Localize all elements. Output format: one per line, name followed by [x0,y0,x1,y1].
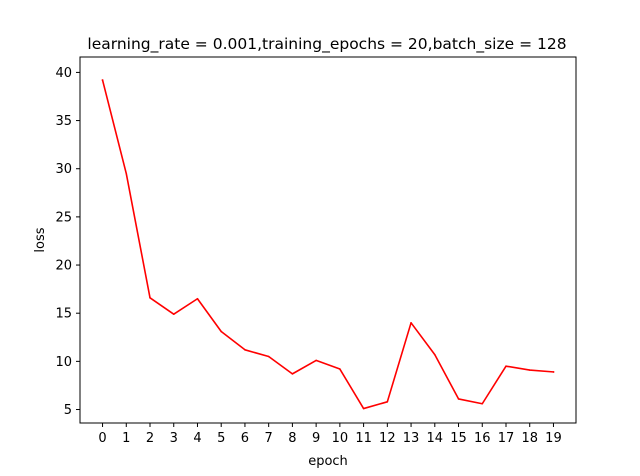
x-tick-label: 10 [332,431,349,446]
x-tick-label: 13 [403,431,420,446]
x-axis-ticks: 0 1 2 3 4 5 6 7 8 9 10 11 12 13 14 15 16 17 18 19 [98,423,562,446]
x-tick-label: 7 [265,431,273,446]
loss-data-point [291,373,294,375]
x-tick-label: 3 [170,431,178,446]
loss-data-point [362,407,365,410]
x-tick-label: 1 [122,431,130,446]
loss-data-point [244,349,246,351]
loss-data-point [172,313,175,315]
loss-data-point [410,322,412,324]
x-tick-label: 2 [146,431,154,446]
x-tick-label: 17 [498,431,515,446]
x-tick-label: 15 [450,431,467,446]
plot-area-frame [79,56,577,424]
y-tick-label: 25 [55,210,72,225]
x-tick-label: 5 [217,431,225,446]
x-tick-label: 14 [427,431,444,446]
y-tick-label: 5 [64,403,72,418]
x-tick-label: 0 [98,431,106,446]
x-tick-label: 19 [545,431,562,446]
loss-data-point [315,359,317,362]
x-tick-label: 6 [241,431,249,446]
loss-data-point [386,401,389,403]
y-axis-label: loss [33,227,48,252]
x-tick-label: 8 [288,431,296,446]
y-tick-label: 35 [55,114,72,129]
loss-data-point [267,355,270,358]
loss-data-point [433,353,436,356]
loss-data-point [196,297,199,300]
x-tick-label: 11 [355,431,372,446]
loss-data-point [101,79,104,81]
loss-data-point [481,402,484,405]
x-tick-label: 9 [312,431,320,446]
loss-data-point [552,371,555,373]
loss-series-line [101,79,555,410]
y-tick-label: 15 [55,307,72,322]
x-tick-label: 4 [193,431,201,446]
x-tick-label: 18 [521,431,538,446]
loss-data-point [339,368,341,370]
chart-title: learning_rate = 0.001,training_epochs = … [87,35,566,54]
loss-data-point [125,172,128,175]
loss-data-point [505,365,507,367]
series-group [101,79,555,410]
y-tick-label: 30 [55,162,72,177]
x-tick-label: 16 [474,431,491,446]
y-axis-ticks: 5 10 15 20 25 30 35 40 [55,66,80,418]
loss-data-point [149,296,151,299]
y-tick-label: 10 [55,355,72,370]
y-tick-label: 40 [55,66,72,81]
loss-data-point [220,330,223,333]
x-tick-label: 12 [379,431,396,446]
x-axis-label: epoch [308,454,348,469]
loss-data-point [528,369,531,371]
loss-data-point [457,398,460,400]
y-tick-label: 20 [55,259,72,274]
